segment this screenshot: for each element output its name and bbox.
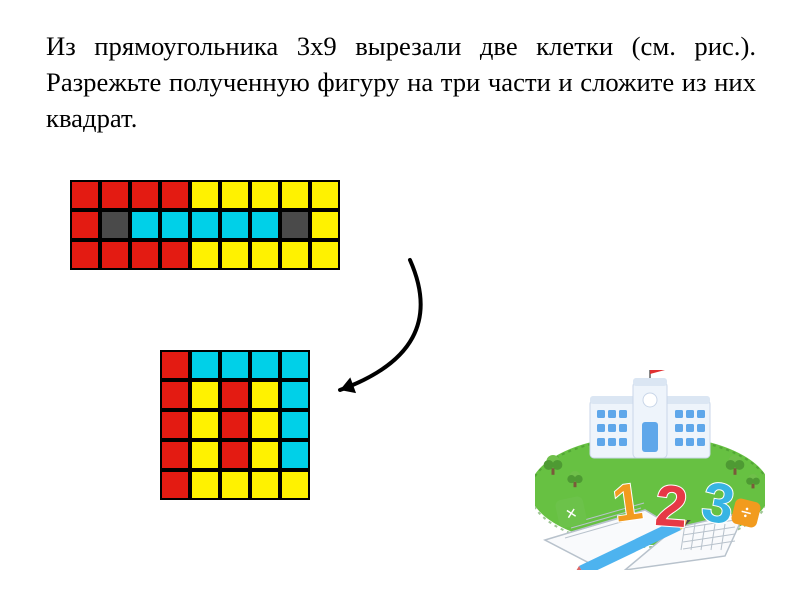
grid-cell (250, 380, 280, 410)
grid-cell (250, 350, 280, 380)
grid-cell (280, 380, 310, 410)
grid-cell (220, 380, 250, 410)
grid-cell (280, 180, 310, 210)
grid-cell (250, 210, 280, 240)
grid-cell (280, 350, 310, 380)
grid-cell (250, 180, 280, 210)
grid-cell (220, 350, 250, 380)
grid-cell (130, 210, 160, 240)
grid-cell (280, 440, 310, 470)
grid-cell (220, 440, 250, 470)
grid-cell (160, 350, 190, 380)
grid-cell (220, 210, 250, 240)
grid-cell (190, 210, 220, 240)
grid-cell (100, 180, 130, 210)
grid-cell (190, 240, 220, 270)
grid-5x5 (160, 350, 310, 500)
grid-cell (190, 350, 220, 380)
grid-cell (160, 470, 190, 500)
grid-cell (70, 180, 100, 210)
grid-cell (100, 210, 130, 240)
page: { "text": { "problem": "Из прямоугольник… (0, 0, 800, 600)
grid-cell (280, 470, 310, 500)
grid-cell (130, 240, 160, 270)
grid-cell (250, 410, 280, 440)
grid-cell (220, 410, 250, 440)
grid-cell (220, 180, 250, 210)
svg-text:2: 2 (653, 473, 690, 540)
grid-cell (220, 240, 250, 270)
grid-cell (280, 210, 310, 240)
grid-cell (190, 470, 220, 500)
grid-cell (70, 240, 100, 270)
grid-cell (100, 240, 130, 270)
grid-cell (250, 440, 280, 470)
problem-text: Из прямоугольника 3х9 вырезали две клетк… (46, 28, 756, 136)
grid-cell (250, 240, 280, 270)
grid-cell (70, 210, 100, 240)
grid-cell (190, 180, 220, 210)
grid-cell (310, 180, 340, 210)
grid-3x9 (70, 180, 340, 270)
grid-cell (190, 440, 220, 470)
grid-cell (130, 180, 160, 210)
grid-cell (220, 470, 250, 500)
grid-cell (280, 410, 310, 440)
grid-cell (160, 380, 190, 410)
grid-cell (250, 470, 280, 500)
grid-cell (160, 210, 190, 240)
grid-cell (160, 440, 190, 470)
school-illustration: ×123÷ (535, 370, 765, 570)
grid-cell (190, 410, 220, 440)
grid-cell (310, 240, 340, 270)
grid-cell (160, 410, 190, 440)
grid-cell (310, 210, 340, 240)
grid-cell (190, 380, 220, 410)
grid-cell (160, 180, 190, 210)
grid-cell (280, 240, 310, 270)
grid-cell (160, 240, 190, 270)
